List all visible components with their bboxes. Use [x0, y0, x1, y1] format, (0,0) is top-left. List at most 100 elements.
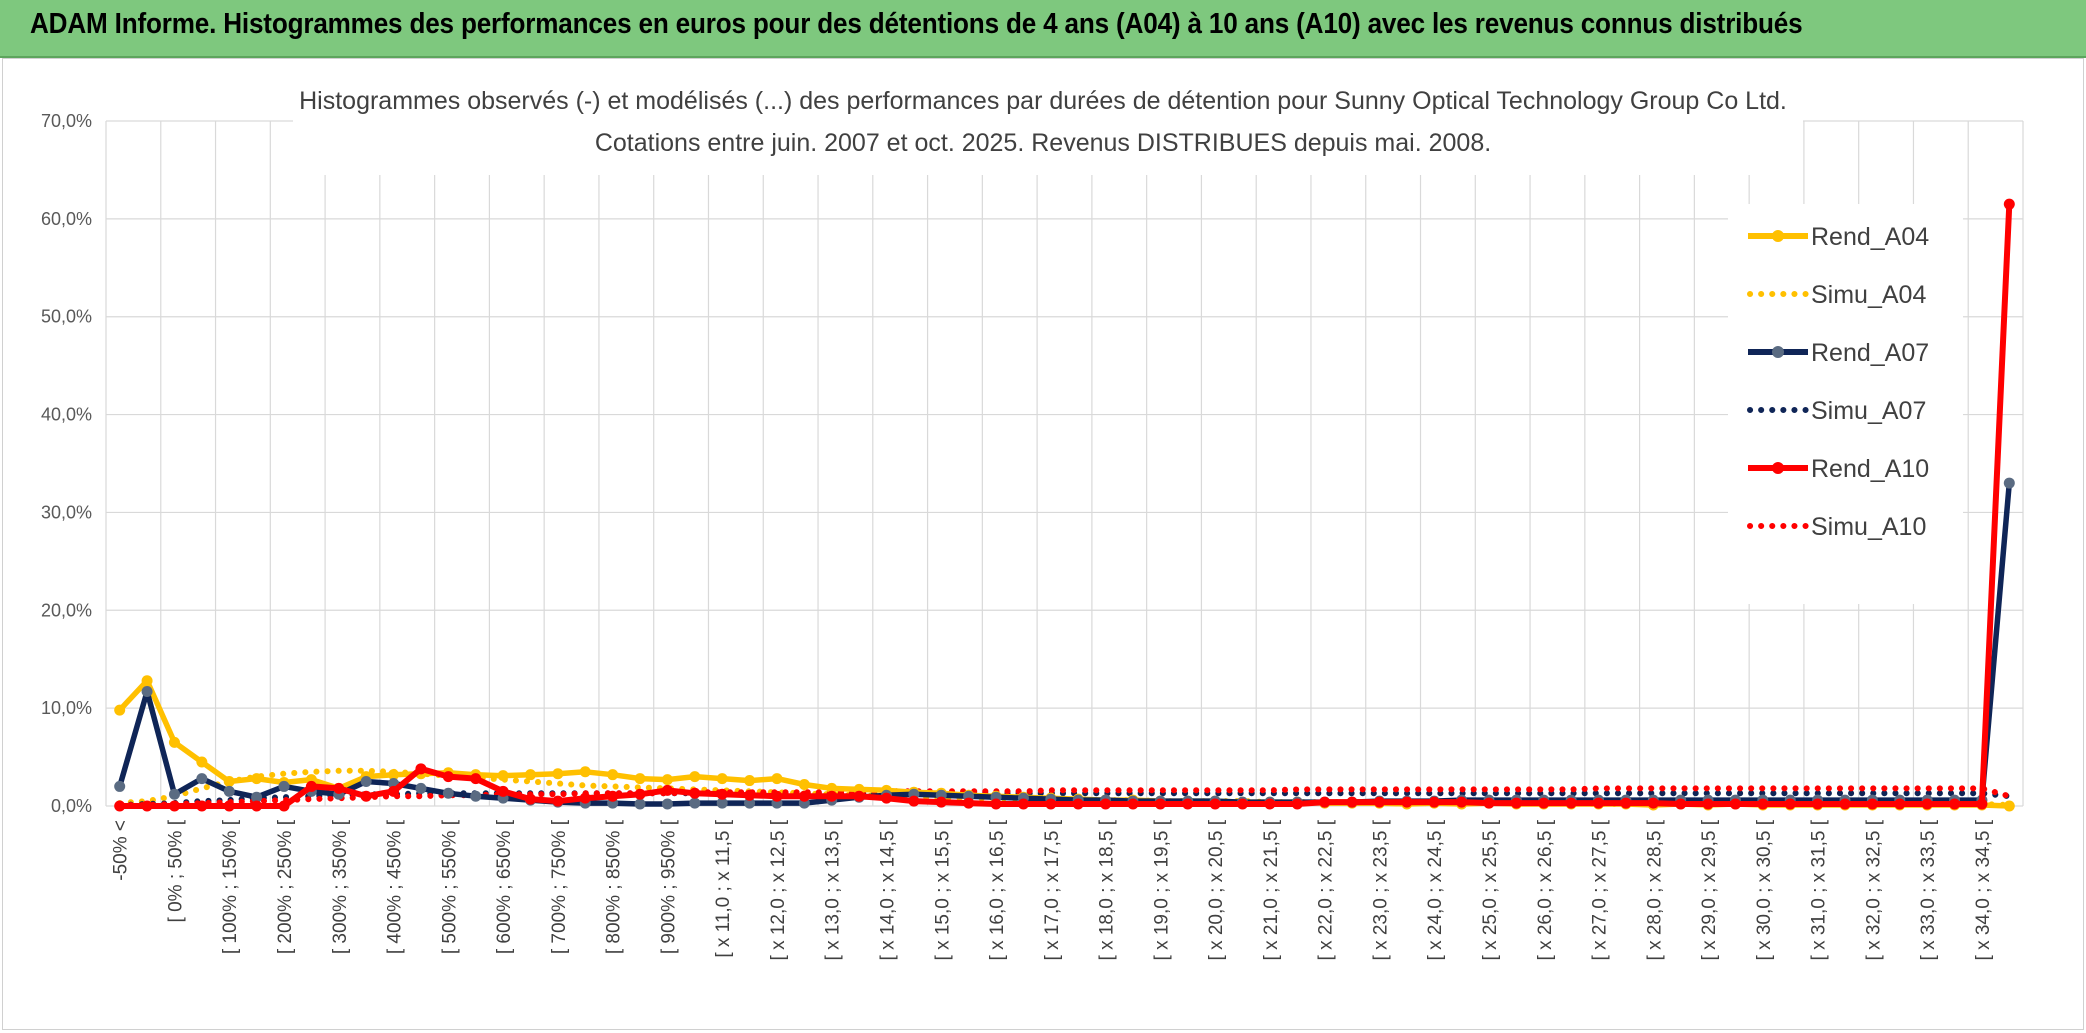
- point-rend-a10: [1264, 798, 1276, 810]
- point-rend-a10: [1647, 797, 1659, 809]
- point-rend-a10: [360, 790, 372, 802]
- point-rend-a10: [853, 790, 865, 802]
- x-tick-label: [ x 15,0 ; x 15,5 [: [932, 819, 953, 960]
- x-tick-label: [ 500% ; 550% [: [439, 819, 460, 954]
- title-background: [293, 67, 1803, 175]
- y-tick-label: 10,0%: [41, 698, 92, 718]
- legend-box: [1728, 204, 1963, 604]
- x-tick-label: [ 800% ; 850% [: [604, 819, 625, 954]
- point-rend-a04: [388, 769, 400, 781]
- point-rend-a07: [168, 788, 180, 800]
- point-rend-a10: [1675, 798, 1687, 810]
- x-tick-label: [ x 25,0 ; x 25,5 [: [1480, 819, 1501, 960]
- point-rend-a10: [908, 795, 920, 807]
- point-rend-a10: [1757, 798, 1769, 810]
- x-tick-label: [ x 33,0 ; x 33,5 [: [1918, 819, 1939, 960]
- point-rend-a07: [251, 791, 263, 803]
- point-rend-a10: [1401, 796, 1413, 808]
- y-tick-label: 20,0%: [41, 600, 92, 620]
- x-tick-label: [ x 32,0 ; x 32,5 [: [1863, 819, 1884, 960]
- point-rend-a07: [470, 790, 482, 802]
- point-rend-a07: [278, 780, 290, 792]
- series-layer: [114, 198, 2015, 812]
- point-rend-a10: [305, 780, 317, 792]
- point-rend-a10: [333, 782, 345, 794]
- x-tick-label: [ x 24,0 ; x 24,5 [: [1425, 819, 1446, 960]
- y-tick-label: 0,0%: [51, 796, 92, 816]
- x-tick-label: [ x 20,0 ; x 20,5 [: [1206, 819, 1227, 960]
- point-rend-a10: [388, 785, 400, 797]
- point-rend-a10: [1839, 798, 1851, 810]
- point-rend-a04: [196, 756, 208, 768]
- x-tick-label: [ x 34,0 ; x 34,5 [: [1973, 819, 1994, 960]
- point-rend-a07: [442, 787, 454, 799]
- x-tick-label: [ x 29,0 ; x 29,5 [: [1699, 819, 1720, 960]
- point-rend-a04: [168, 736, 180, 748]
- point-rend-a10: [524, 793, 536, 805]
- point-rend-a10: [442, 771, 454, 783]
- x-tick-label: [ x 11,0 ; x 11,5 [: [713, 819, 734, 957]
- point-rend-a07: [661, 798, 673, 810]
- point-rend-a10: [1373, 796, 1385, 808]
- point-rend-a10: [634, 788, 646, 800]
- series-simu-a10: [116, 785, 2013, 808]
- x-tick-label: -50% <: [111, 820, 132, 881]
- y-tick-label: 60,0%: [41, 209, 92, 229]
- point-rend-a10: [1127, 798, 1139, 810]
- point-rend-a10: [771, 790, 783, 802]
- legend-label-simu-a10: Simu_A10: [1811, 513, 1926, 541]
- point-rend-a10: [470, 773, 482, 785]
- y-tick-label: 50,0%: [41, 307, 92, 327]
- grid-lines: [105, 120, 2024, 807]
- point-rend-a10: [497, 785, 509, 797]
- x-tick-label: [ 100% ; 150% [: [220, 819, 241, 954]
- legend-label-rend-a10: Rend_A10: [1811, 455, 1929, 483]
- report-banner: ADAM Informe. Histogrammes des performan…: [0, 0, 2086, 58]
- histogram-chart: 0,0%10,0%20,0%30,0%40,0%50,0%60,0%70,0% …: [41, 67, 2024, 960]
- point-rend-a10: [880, 792, 892, 804]
- point-rend-a04: [251, 773, 263, 785]
- legend: Rend_A04 Simu_A04 Rend_A07 Simu_A07 Rend_A10…: [1728, 204, 1963, 604]
- point-rend-a10: [826, 790, 838, 802]
- x-tick-label: [ 700% ; 750% [: [549, 819, 570, 954]
- point-rend-a10: [1620, 797, 1632, 809]
- point-rend-a07: [2003, 477, 2015, 489]
- x-tick-label: [ x 22,0 ; x 22,5 [: [1316, 819, 1337, 960]
- chart-subtitle: Cotations entre juin. 2007 et oct. 2025.…: [595, 129, 1491, 157]
- point-rend-a10: [1976, 798, 1988, 810]
- point-rend-a10: [2003, 198, 2015, 210]
- x-tick-label: [ 300% ; 350% [: [330, 819, 351, 954]
- point-rend-a10: [744, 789, 756, 801]
- point-rend-a07: [360, 776, 372, 788]
- series-rend-a10: [119, 204, 2013, 809]
- point-rend-a10: [168, 800, 180, 812]
- x-tick-label: [ x 14,0 ; x 14,5 [: [877, 819, 898, 960]
- series-rend-a07: [117, 482, 2013, 807]
- point-rend-a10: [1565, 797, 1577, 809]
- point-rend-a10: [798, 790, 810, 802]
- point-rend-a10: [1182, 798, 1194, 810]
- point-rend-a10: [1291, 798, 1303, 810]
- report-title: ADAM Informe. Histogrammes des performan…: [30, 8, 1803, 40]
- point-rend-a10: [251, 800, 263, 812]
- x-tick-label: [ x 27,0 ; x 27,5 [: [1590, 819, 1611, 960]
- point-rend-a10: [935, 796, 947, 808]
- point-rend-a07: [716, 797, 728, 809]
- chart-title: Histogrammes observés (-) et modélisés (…: [299, 87, 1787, 115]
- point-rend-a10: [1346, 796, 1358, 808]
- point-rend-a10: [963, 797, 975, 809]
- legend-marker-rend-a04: [1772, 230, 1784, 242]
- point-rend-a04: [2003, 800, 2015, 812]
- point-rend-a10: [689, 787, 701, 799]
- x-tick-label: [ x 31,0 ; x 31,5 [: [1809, 819, 1830, 960]
- x-tick-label: [ x 21,0 ; x 21,5 [: [1261, 819, 1282, 960]
- point-rend-a10: [1949, 798, 1961, 810]
- point-rend-a10: [1100, 798, 1112, 810]
- point-rend-a10: [579, 792, 591, 804]
- point-rend-a07: [141, 686, 153, 698]
- point-rend-a10: [114, 800, 126, 812]
- point-rend-a10: [1729, 798, 1741, 810]
- point-rend-a10: [278, 800, 290, 812]
- point-rend-a04: [744, 775, 756, 787]
- x-tick-label: [ 0% ; 50% [: [165, 819, 186, 922]
